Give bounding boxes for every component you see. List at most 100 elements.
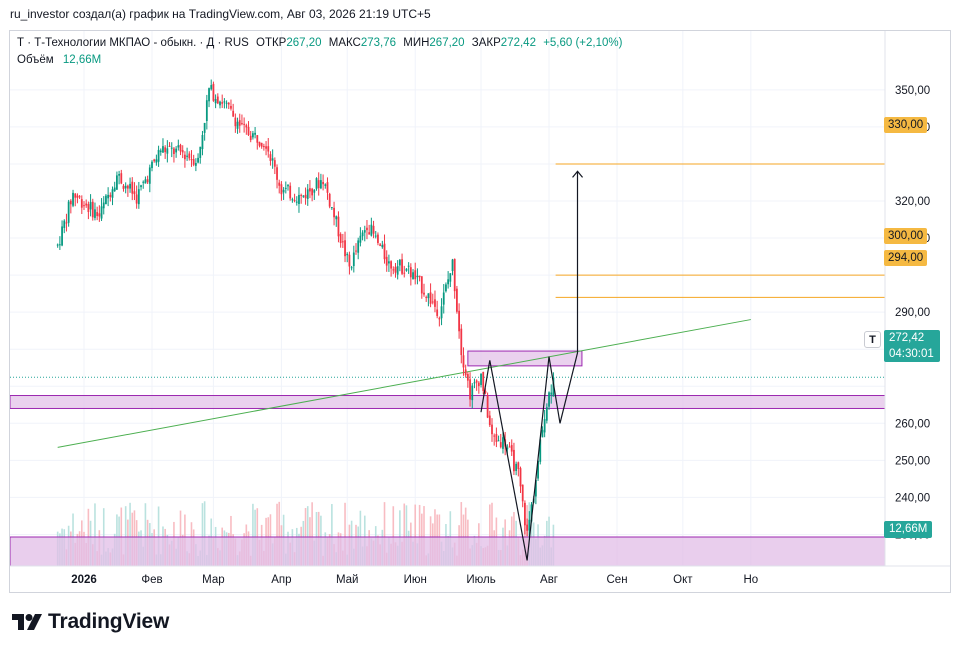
candle-body <box>440 306 443 319</box>
price-tag-294[interactable]: 294,00 <box>884 250 928 266</box>
candle-body <box>144 179 147 184</box>
volume-bar <box>383 502 386 566</box>
candle-body <box>398 259 401 266</box>
candle-body <box>344 240 346 257</box>
candle-body <box>394 266 397 273</box>
volume-bar <box>403 503 406 566</box>
volume-bar <box>414 504 417 566</box>
candle-body <box>76 195 79 198</box>
volume-bar <box>144 503 147 566</box>
candle-body <box>170 147 173 149</box>
candle-body <box>188 153 191 159</box>
candle-body <box>539 439 542 462</box>
x-tick-label: Окт <box>673 574 693 586</box>
candle-body <box>359 235 362 243</box>
legend-open-label: ОТКР <box>256 37 287 49</box>
candle-body <box>201 134 204 150</box>
price-tag-330[interactable]: 330,00 <box>884 117 928 133</box>
chart-legend: Т · Т-Технологии МКПАО - обыкн. · Д · RU… <box>17 35 622 69</box>
candle-body <box>223 101 226 103</box>
legend-volume-label[interactable]: Объём <box>17 54 54 66</box>
chart-caption: ru_investor создал(а) график на TradingV… <box>10 7 431 21</box>
candle-body <box>98 213 101 217</box>
candle-body <box>306 189 309 199</box>
candle-body <box>328 193 331 207</box>
candle-body <box>89 202 92 210</box>
legend-open-value: 267,20 <box>286 37 322 49</box>
candle-body <box>230 105 232 109</box>
x-tick-label: Фев <box>141 574 162 586</box>
y-axis: 350,00340,00320,00310,00290,00280,00260,… <box>884 31 930 566</box>
x-tick-label: Но <box>743 574 758 586</box>
candle-body <box>425 296 428 298</box>
candle-body <box>302 195 305 197</box>
volume-bar <box>276 503 278 566</box>
candle-body <box>368 232 371 235</box>
candle-body <box>396 266 399 275</box>
candle-body <box>173 148 175 155</box>
candle-body <box>126 185 129 189</box>
candle-body <box>309 188 311 192</box>
legend-change: +5,60 (+2,10%) <box>543 37 623 49</box>
x-tick-label: 2026 <box>71 574 97 586</box>
candle-body <box>335 216 338 220</box>
candle-body <box>475 380 478 383</box>
candle-body <box>192 159 195 165</box>
y-tick-label: 240,00 <box>895 492 930 504</box>
candle-body <box>466 374 469 381</box>
candle-body <box>278 182 281 186</box>
candle-body <box>453 258 456 292</box>
volume-bar <box>311 502 313 566</box>
candle-body <box>232 110 235 117</box>
candle-body <box>337 216 340 237</box>
candle-body <box>543 419 546 433</box>
candle-body <box>456 288 458 312</box>
candle-body <box>381 244 384 248</box>
candle-body <box>267 146 270 152</box>
candle-body <box>118 173 120 176</box>
candle-body <box>491 424 493 435</box>
candle-body <box>94 209 96 218</box>
candle-body <box>65 222 68 224</box>
price-chart[interactable]: 350,00340,00320,00310,00290,00280,00260,… <box>10 31 950 592</box>
candle-body <box>304 194 307 199</box>
candle-body <box>168 145 171 147</box>
candle-body <box>284 187 287 189</box>
candle-body <box>436 309 439 316</box>
candle-body <box>374 235 377 237</box>
candle-body <box>236 121 239 129</box>
candle-body <box>370 224 373 236</box>
x-tick-label: Сен <box>607 574 628 586</box>
volume-bar <box>489 504 491 566</box>
legend-symbol[interactable]: Т · Т-Технологии МКПАО - обыкн. · Д · RU… <box>17 37 249 49</box>
candle-body <box>293 200 296 202</box>
candle-body <box>324 184 327 186</box>
footer-logo[interactable]: TradingView <box>12 610 169 634</box>
legend-high-label: МАКС <box>328 37 361 49</box>
volume-bar <box>460 502 463 566</box>
candle-body <box>135 194 138 204</box>
candle-body <box>383 243 386 260</box>
price-levels <box>10 163 885 378</box>
candle-body <box>254 132 256 135</box>
bar-countdown: 04:30:01 <box>889 348 934 360</box>
candle-body <box>111 189 114 198</box>
candle-body <box>379 244 382 246</box>
x-axis: 2026 Фев Мар Апр Май Июн Июль Авг Сен Окт Но <box>10 565 950 586</box>
y-tick-label: 260,00 <box>895 418 930 430</box>
tradingview-logo-icon <box>12 614 42 630</box>
x-tick-label: Июн <box>404 574 427 586</box>
volume-bar <box>331 504 333 566</box>
y-tick-label: 290,00 <box>895 307 930 319</box>
candle-body <box>322 181 324 185</box>
candle-body <box>488 415 491 426</box>
candle-body <box>363 230 366 233</box>
candle-body <box>159 150 162 153</box>
chart-frame[interactable]: 350,00340,00320,00310,00290,00280,00260,… <box>9 30 951 593</box>
candle-body <box>515 463 518 471</box>
candle-body <box>124 185 127 189</box>
volume-bar <box>405 505 408 566</box>
price-tag-300[interactable]: 300,00 <box>884 228 928 244</box>
volume-bar <box>306 506 309 566</box>
candle-body <box>273 160 276 167</box>
